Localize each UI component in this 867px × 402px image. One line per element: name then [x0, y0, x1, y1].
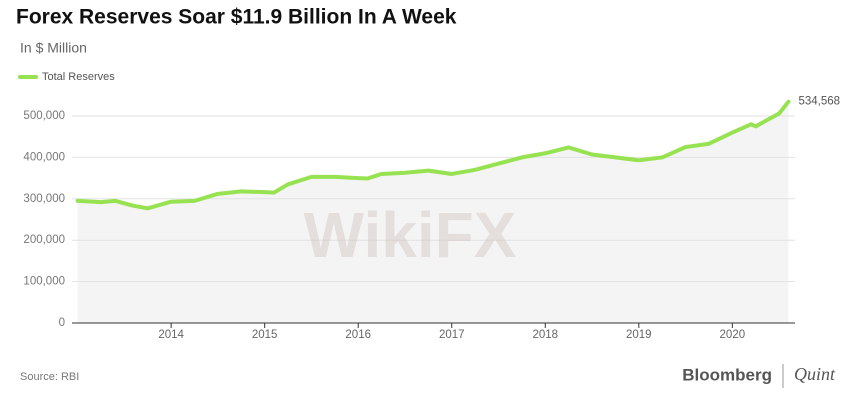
x-tick-label: 2014: [158, 329, 184, 341]
chart-subtitle: In $ Million: [20, 40, 87, 56]
y-tick-label: 100,000: [23, 276, 65, 288]
y-tick-label: 200,000: [23, 234, 65, 246]
legend-label: Total Reserves: [42, 71, 115, 83]
watermark: WikiFX: [304, 199, 517, 271]
y-tick-label: 300,000: [23, 193, 65, 205]
y-tick-label: 400,000: [23, 151, 65, 163]
x-tick-label: 2015: [252, 329, 278, 341]
source: Source: RBI: [20, 371, 79, 383]
line: [75, 99, 791, 211]
x-tick-label: 2019: [626, 329, 652, 341]
x-tick-label: 2017: [439, 329, 465, 341]
y-tick-label: 500,000: [23, 110, 65, 122]
x-tick-label: 2018: [532, 329, 558, 341]
y-tick-label: 0: [59, 317, 65, 329]
brand: Quint: [794, 364, 836, 384]
chart-title: Forex Reserves Soar $11.9 Billion In A W…: [16, 6, 457, 29]
x-tick-label: 2016: [345, 329, 371, 341]
x-tick-label: 2020: [720, 329, 746, 341]
value-label: 534,568: [798, 96, 840, 108]
brand: Bloomberg: [682, 365, 772, 384]
